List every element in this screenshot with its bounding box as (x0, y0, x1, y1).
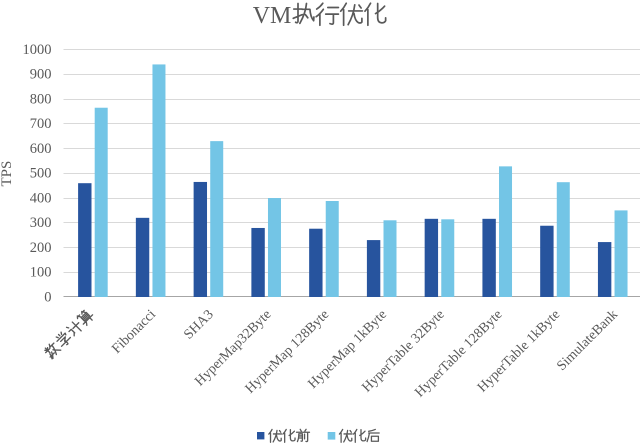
svg-text:0: 0 (44, 289, 51, 305)
svg-text:200: 200 (30, 240, 52, 256)
svg-text:VM: VM (253, 3, 292, 29)
svg-text:900: 900 (30, 67, 52, 83)
svg-text:600: 600 (30, 141, 52, 157)
svg-text:100: 100 (30, 265, 52, 281)
svg-text:700: 700 (30, 116, 52, 132)
svg-text:1000: 1000 (23, 42, 52, 58)
svg-text:400: 400 (30, 190, 52, 206)
svg-text:800: 800 (30, 91, 52, 107)
svg-text:TPS: TPS (0, 161, 15, 187)
svg-text:500: 500 (30, 166, 52, 182)
svg-text:300: 300 (30, 215, 52, 231)
